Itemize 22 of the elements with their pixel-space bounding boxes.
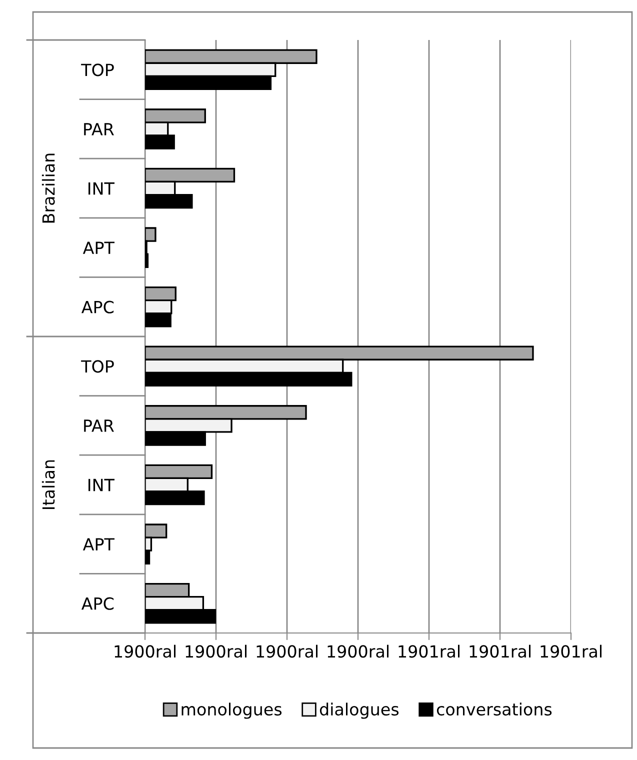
y-tick-label: PAR	[84, 123, 114, 136]
y-tick-label: APT	[82, 242, 114, 254]
text: 1900ral	[256, 644, 318, 658]
text: 1901ral	[470, 644, 530, 658]
y-tick-label: TOP	[81, 360, 114, 373]
text: 1901ral	[540, 644, 602, 658]
text: 1900ral	[328, 644, 388, 658]
y-tick-label: INT	[88, 478, 114, 492]
legend-label: monologues	[182, 702, 282, 719]
y-tick-label: APC	[81, 300, 114, 314]
y-tick-label: APT	[82, 538, 114, 550]
y-tick-label: TOP	[81, 64, 114, 76]
legend-label: conversations	[436, 702, 552, 716]
text: 1900ral	[114, 644, 176, 658]
y-tick-label: PAR	[84, 420, 114, 432]
text: Brazilian	[42, 154, 55, 223]
text: Italian	[42, 460, 55, 509]
y-tick-label: INT	[88, 182, 114, 195]
y-tick-label: APC	[81, 597, 114, 610]
text: 1900ral	[186, 644, 246, 658]
legend-label: dialogues	[320, 702, 399, 719]
text: 1901ral	[398, 644, 460, 658]
